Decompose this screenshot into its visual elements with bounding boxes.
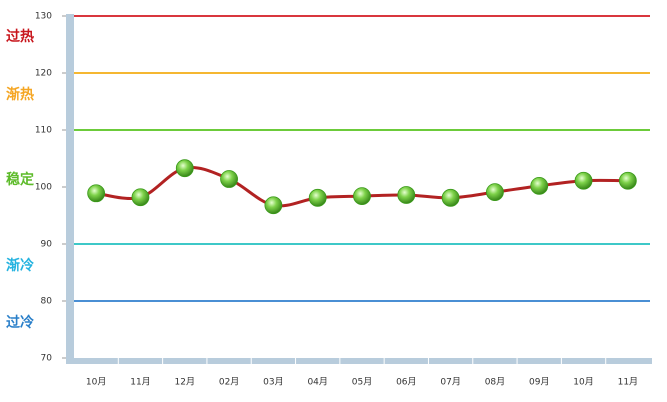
x-tick-label: 02月: [219, 377, 239, 388]
zone-label: 稳定: [6, 171, 34, 188]
x-tick-label: 09月: [529, 377, 549, 388]
zone-label: 渐热: [6, 86, 34, 103]
x-tick-label: 06月: [396, 377, 416, 388]
y-tick-label: 80: [41, 297, 53, 307]
data-point: [353, 187, 371, 206]
x-tick-label: 11月: [618, 377, 638, 388]
x-tick-label: 07月: [440, 377, 460, 388]
data-point: [308, 188, 327, 207]
data-point: [486, 183, 504, 202]
x-tick-label: 05月: [352, 377, 372, 388]
x-tick-label: 12月: [175, 377, 195, 388]
y-tick-label: 100: [35, 183, 52, 193]
data-point: [87, 184, 106, 203]
x-tick-label: 04月: [307, 377, 327, 388]
y-tick-label: 70: [41, 354, 53, 364]
data-point: [131, 188, 150, 207]
data-point: [530, 176, 549, 195]
x-tick-label: 11月: [130, 377, 150, 388]
x-tick-label: 03月: [263, 377, 283, 388]
y-tick-label: 90: [41, 240, 53, 250]
data-point: [397, 186, 416, 204]
zone-label: 过热: [6, 28, 34, 45]
x-tick-label: 10月: [86, 377, 106, 388]
x-axis-bar: [66, 358, 652, 364]
x-tick-label: 10月: [573, 377, 593, 388]
data-point: [618, 171, 637, 190]
y-axis-bar: [66, 14, 74, 364]
data-point: [441, 188, 460, 207]
y-tick-label: 120: [35, 69, 52, 79]
data-point: [574, 171, 593, 190]
data-point: [175, 159, 194, 178]
data-point: [264, 196, 283, 215]
zone-label: 渐冷: [6, 257, 34, 274]
x-tick-label: 08月: [485, 377, 505, 388]
data-point: [220, 170, 238, 188]
zone-label: 过冷: [6, 314, 34, 331]
y-tick-label: 130: [35, 12, 52, 22]
y-tick-label: 110: [35, 126, 52, 136]
